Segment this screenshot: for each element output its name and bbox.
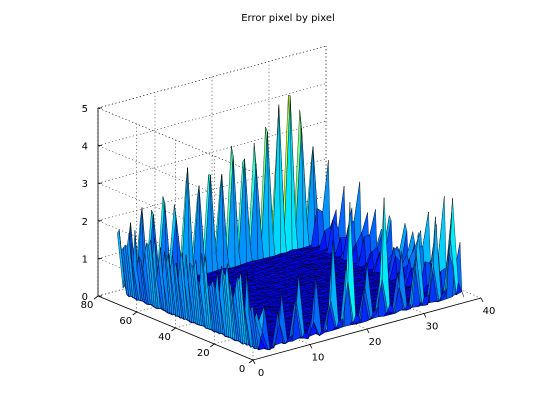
- x-tick-label: 20: [369, 337, 382, 348]
- surface-patch: [455, 281, 465, 298]
- x-tick-label: 30: [426, 322, 439, 333]
- y-tick-label: 0: [239, 364, 245, 375]
- z-tick-label: 2: [82, 217, 88, 228]
- y-tick-mark: [171, 327, 176, 332]
- y-tick-label: 80: [81, 300, 94, 311]
- y-tick-mark: [132, 311, 137, 316]
- y-tick-mark: [248, 359, 254, 364]
- y-tick-mark: [210, 343, 215, 348]
- y-tick-label: 40: [158, 332, 171, 343]
- z-tick-label: 0: [82, 292, 88, 303]
- surface-layer: [117, 95, 465, 351]
- x-tick-label: 10: [312, 353, 325, 364]
- z-tick-label: 1: [82, 254, 88, 265]
- y-tick-label: 20: [197, 348, 210, 359]
- x-tick-mark: [480, 297, 484, 303]
- x-tick-mark: [366, 328, 370, 334]
- x-tick-label: 40: [483, 306, 496, 317]
- grid-line-z-left: [97, 145, 254, 210]
- box-edge: [97, 107, 254, 173]
- z-tick-label: 3: [82, 179, 88, 190]
- y-tick-mark: [93, 295, 99, 300]
- x-tick-label: 0: [258, 368, 264, 379]
- x-tick-mark: [423, 313, 427, 318]
- z-tick-label: 4: [82, 142, 88, 153]
- y-tick-label: 60: [119, 316, 132, 327]
- x-tick-mark: [309, 344, 313, 349]
- chart-title: Error pixel by pixel: [241, 13, 335, 24]
- x-tick-mark: [252, 359, 256, 365]
- z-tick-label: 5: [82, 104, 88, 115]
